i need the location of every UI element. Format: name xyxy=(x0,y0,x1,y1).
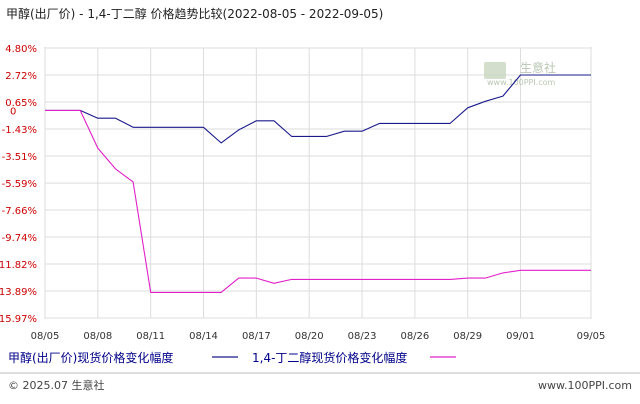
y-tick-label: 4.80% xyxy=(5,44,37,55)
y-tick-label: 0 xyxy=(10,106,16,117)
watermark: 生意社 www.100PPI.com xyxy=(484,60,556,87)
y-tick-label: -5.59% xyxy=(2,179,37,190)
x-tick-label: 08/29 xyxy=(453,331,482,342)
x-tick-label: 08/08 xyxy=(83,331,112,342)
legend: 甲醇(出厂价)现货价格变化幅度 1,4-丁二醇现货价格变化幅度 xyxy=(8,350,456,365)
chart-title: 甲醇(出厂价) - 1,4-丁二醇 价格趋势比较(2022-08-05 - 20… xyxy=(6,6,383,21)
legend-label-methanol: 甲醇(出厂价)现货价格变化幅度 xyxy=(8,350,173,365)
y-tick-label: -1.43% xyxy=(2,125,37,136)
y-tick-label: -11.82% xyxy=(0,260,37,271)
y-tick-label: -13.89% xyxy=(0,287,37,298)
x-tick-label: 09/01 xyxy=(506,331,535,342)
footer-url: www.100PPI.com xyxy=(538,379,632,392)
y-tick-label: -7.66% xyxy=(2,206,37,217)
x-tick-label: 08/26 xyxy=(400,331,429,342)
y-tick-label: -9.74% xyxy=(2,233,37,244)
x-tick-label: 08/17 xyxy=(242,331,271,342)
x-tick-label: 08/05 xyxy=(31,331,60,342)
y-tick-label: -3.51% xyxy=(2,152,37,163)
x-axis-labels: 08/05 08/08 08/11 08/14 08/17 08/20 08/23 08/26… xyxy=(31,331,606,342)
watermark-url: www.100PPI.com xyxy=(487,78,556,87)
x-tick-label: 08/23 xyxy=(348,331,377,342)
y-tick-label: 2.72% xyxy=(5,71,37,82)
series-layer xyxy=(45,74,591,293)
y-axis-labels: 4.80% 2.72% 0.65%0 -1.43% -3.51% -5.59% -7.66%… xyxy=(0,44,37,325)
y-tick-label: -15.97% xyxy=(0,314,37,325)
legend-label-bdo: 1,4-丁二醇现货价格变化幅度 xyxy=(252,350,407,365)
series-line-methanol xyxy=(45,74,591,144)
x-tick-label: 08/11 xyxy=(136,331,165,342)
footer-copyright: © 2025.07 生意社 xyxy=(8,378,104,392)
watermark-logo-icon xyxy=(484,62,506,79)
grid xyxy=(44,47,592,319)
x-tick-label: 08/20 xyxy=(295,331,324,342)
x-tick-label: 09/05 xyxy=(577,331,606,342)
watermark-logo-text: 生意社 xyxy=(520,60,556,75)
series-line-bdo xyxy=(45,109,591,293)
y-tick-label: 0.65% xyxy=(5,98,37,109)
x-tick-label: 08/14 xyxy=(189,331,218,342)
